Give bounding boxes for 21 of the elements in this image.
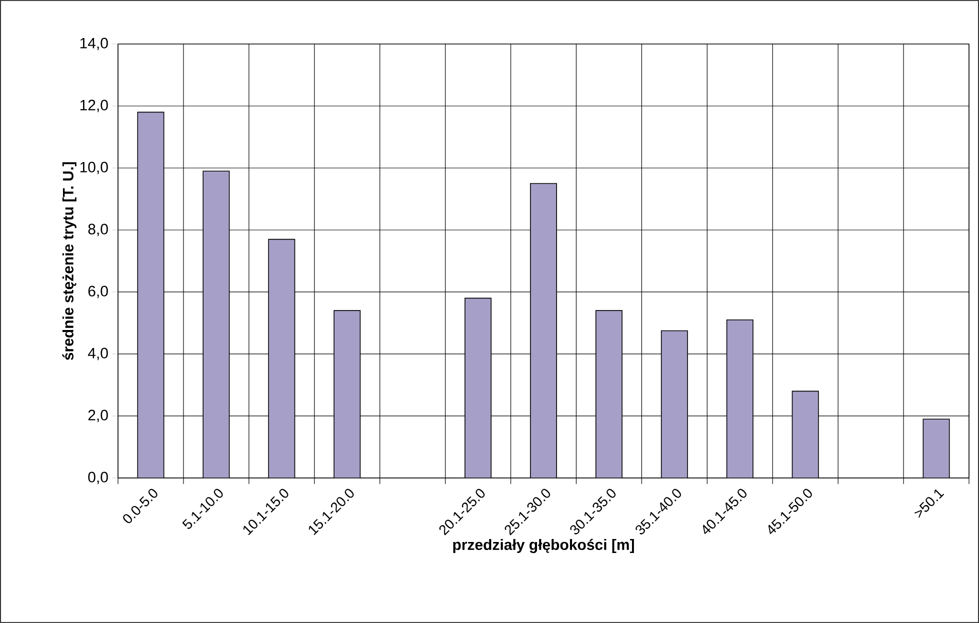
bar	[137, 112, 164, 478]
bar	[464, 298, 492, 478]
bar	[530, 183, 557, 478]
bar	[595, 310, 622, 478]
y-tick-label: 4,0	[88, 348, 108, 360]
x-axis-title: przedziały głębokości [m]	[453, 538, 634, 554]
bar	[268, 238, 296, 478]
bar	[922, 418, 950, 478]
y-tick-label: 0,0	[88, 472, 108, 484]
y-tick-label: 14,0	[80, 38, 108, 50]
y-tick-label: 6,0	[88, 286, 108, 298]
bar	[726, 319, 754, 478]
y-tick-label: 2,0	[88, 410, 108, 422]
y-axis-title: średnie stężenie trytu [T. U.]	[62, 162, 76, 360]
y-tick-label: 10,0	[80, 162, 108, 174]
bar	[334, 310, 361, 478]
y-tick-label: 12,0	[80, 100, 108, 112]
bar	[202, 170, 230, 478]
bar	[660, 330, 688, 478]
bar	[792, 390, 819, 478]
y-tick-label: 8,0	[88, 224, 108, 236]
